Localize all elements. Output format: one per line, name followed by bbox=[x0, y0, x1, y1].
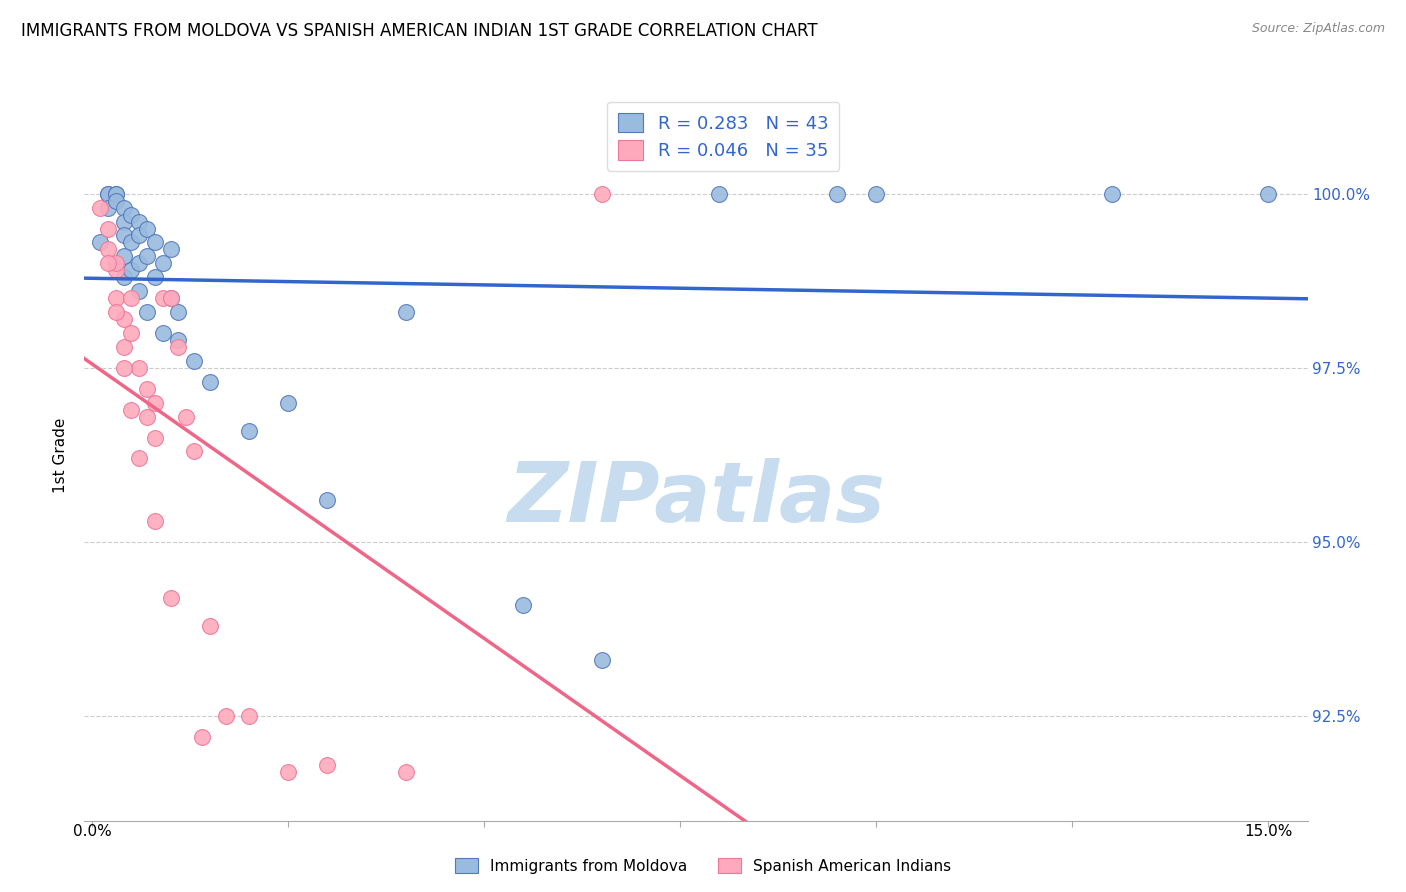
Point bbox=[89, 201, 111, 215]
Point bbox=[1101, 186, 1123, 201]
Point bbox=[167, 333, 190, 347]
Point bbox=[97, 186, 120, 201]
Point bbox=[865, 186, 887, 201]
Point bbox=[512, 598, 534, 612]
Point bbox=[1257, 186, 1279, 201]
Point bbox=[198, 375, 221, 389]
Point bbox=[316, 758, 339, 772]
Point bbox=[316, 493, 339, 508]
Point bbox=[112, 249, 135, 263]
Point bbox=[104, 305, 127, 319]
Text: 0.0%: 0.0% bbox=[73, 824, 111, 839]
Point bbox=[89, 235, 111, 250]
Point bbox=[112, 340, 135, 354]
Point bbox=[159, 243, 181, 257]
Point bbox=[825, 186, 848, 201]
Point bbox=[120, 263, 142, 277]
Point bbox=[167, 340, 190, 354]
Point bbox=[104, 256, 127, 270]
Point bbox=[120, 235, 142, 250]
Point bbox=[159, 291, 181, 305]
Point bbox=[136, 305, 159, 319]
Point bbox=[128, 256, 150, 270]
Point bbox=[174, 409, 197, 424]
Point bbox=[143, 430, 166, 444]
Point bbox=[167, 305, 190, 319]
Text: Source: ZipAtlas.com: Source: ZipAtlas.com bbox=[1251, 22, 1385, 36]
Point bbox=[198, 618, 221, 632]
Point bbox=[97, 186, 120, 201]
Point bbox=[591, 186, 613, 201]
Text: 15.0%: 15.0% bbox=[1244, 824, 1292, 839]
Point bbox=[120, 291, 142, 305]
Point bbox=[709, 186, 731, 201]
Point bbox=[591, 653, 613, 667]
Point bbox=[112, 270, 135, 285]
Point bbox=[104, 186, 127, 201]
Point bbox=[97, 256, 120, 270]
Point bbox=[112, 228, 135, 243]
Point bbox=[143, 270, 166, 285]
Point bbox=[238, 424, 260, 438]
Point bbox=[97, 201, 120, 215]
Point bbox=[112, 360, 135, 375]
Point bbox=[120, 402, 142, 417]
Point bbox=[136, 221, 159, 235]
Point bbox=[152, 256, 174, 270]
Point bbox=[136, 409, 159, 424]
Point bbox=[97, 221, 120, 235]
Point bbox=[395, 305, 418, 319]
Point bbox=[159, 291, 181, 305]
Text: ZIPatlas: ZIPatlas bbox=[508, 458, 884, 540]
Point bbox=[143, 235, 166, 250]
Point bbox=[152, 291, 174, 305]
Point bbox=[112, 214, 135, 228]
Point bbox=[191, 730, 214, 744]
Point bbox=[136, 249, 159, 263]
Point bbox=[136, 382, 159, 396]
Point bbox=[159, 591, 181, 605]
Point bbox=[104, 194, 127, 208]
Point bbox=[128, 451, 150, 466]
Point bbox=[112, 201, 135, 215]
Point bbox=[104, 186, 127, 201]
Legend: R = 0.283   N = 43, R = 0.046   N = 35: R = 0.283 N = 43, R = 0.046 N = 35 bbox=[607, 102, 839, 170]
Point bbox=[395, 764, 418, 779]
Point bbox=[120, 208, 142, 222]
Point bbox=[128, 228, 150, 243]
Legend: Immigrants from Moldova, Spanish American Indians: Immigrants from Moldova, Spanish America… bbox=[449, 852, 957, 880]
Point bbox=[143, 395, 166, 409]
Point bbox=[112, 312, 135, 326]
Point bbox=[183, 354, 205, 368]
Point bbox=[128, 284, 150, 298]
Point bbox=[104, 291, 127, 305]
Point bbox=[120, 326, 142, 340]
Point bbox=[238, 709, 260, 723]
Point bbox=[214, 709, 236, 723]
Point bbox=[104, 263, 127, 277]
Point bbox=[183, 444, 205, 458]
Point bbox=[128, 360, 150, 375]
Point bbox=[277, 395, 299, 409]
Text: IMMIGRANTS FROM MOLDOVA VS SPANISH AMERICAN INDIAN 1ST GRADE CORRELATION CHART: IMMIGRANTS FROM MOLDOVA VS SPANISH AMERI… bbox=[21, 22, 818, 40]
Point bbox=[97, 243, 120, 257]
Point bbox=[277, 764, 299, 779]
Y-axis label: 1st Grade: 1st Grade bbox=[53, 417, 69, 492]
Point bbox=[128, 214, 150, 228]
Point bbox=[143, 514, 166, 528]
Point bbox=[152, 326, 174, 340]
